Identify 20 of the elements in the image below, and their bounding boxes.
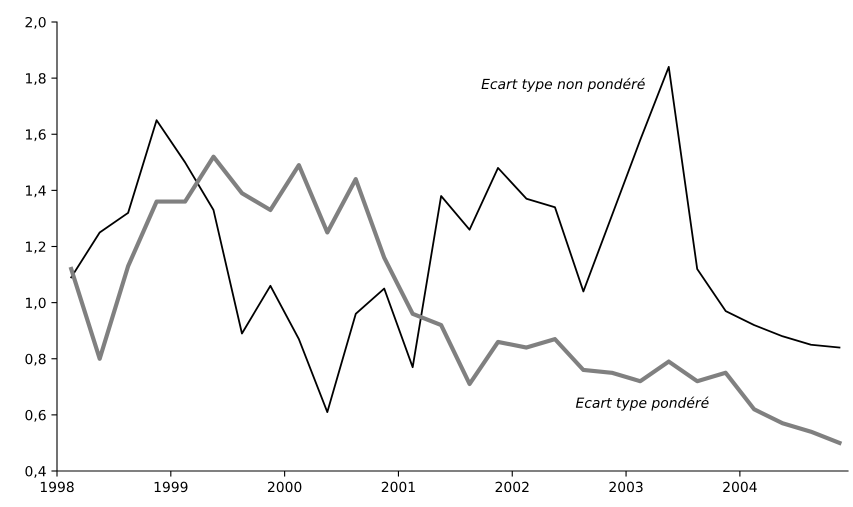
y-tick-label: 1,4 (26, 186, 46, 198)
series-label: Ecart type pondéré (576, 396, 709, 411)
x-tick-label: 2002 (496, 482, 529, 492)
x-tick-label: 2000 (268, 482, 302, 492)
y-tick-label: 0,4 (25, 466, 46, 478)
x-tick-label: 2003 (609, 482, 643, 492)
line-series (70, 66, 840, 413)
y-tick-label: 0,6 (25, 410, 46, 422)
y-tick-label: 2,0 (26, 16, 46, 29)
line-series (69, 154, 842, 446)
x-tick-label: 1999 (154, 482, 188, 492)
x-tick-label: 2004 (723, 482, 757, 492)
y-tick-label: 1,8 (26, 73, 46, 86)
x-tick-label: 1998 (40, 482, 74, 492)
y-tick-label: 1,6 (26, 129, 46, 142)
x-tick-label: 2001 (382, 482, 415, 492)
series-label: Ecart type non pondéré (482, 78, 645, 92)
y-tick-label: 1,0 (26, 298, 46, 310)
y-tick-label: 0,8 (25, 354, 46, 366)
y-tick-label: 1,2 (26, 241, 46, 254)
